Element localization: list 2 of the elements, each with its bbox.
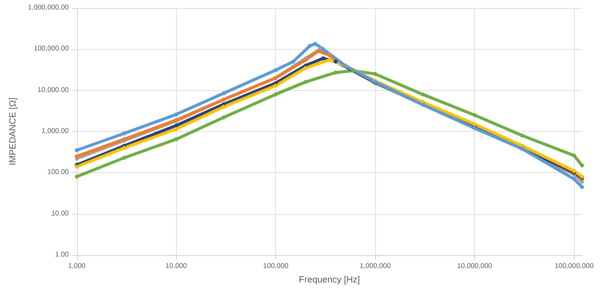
y-axis-title: IMPEDANCE [Ω] — [8, 98, 18, 166]
x-axis-title: Frequency [Hz] — [298, 274, 360, 284]
